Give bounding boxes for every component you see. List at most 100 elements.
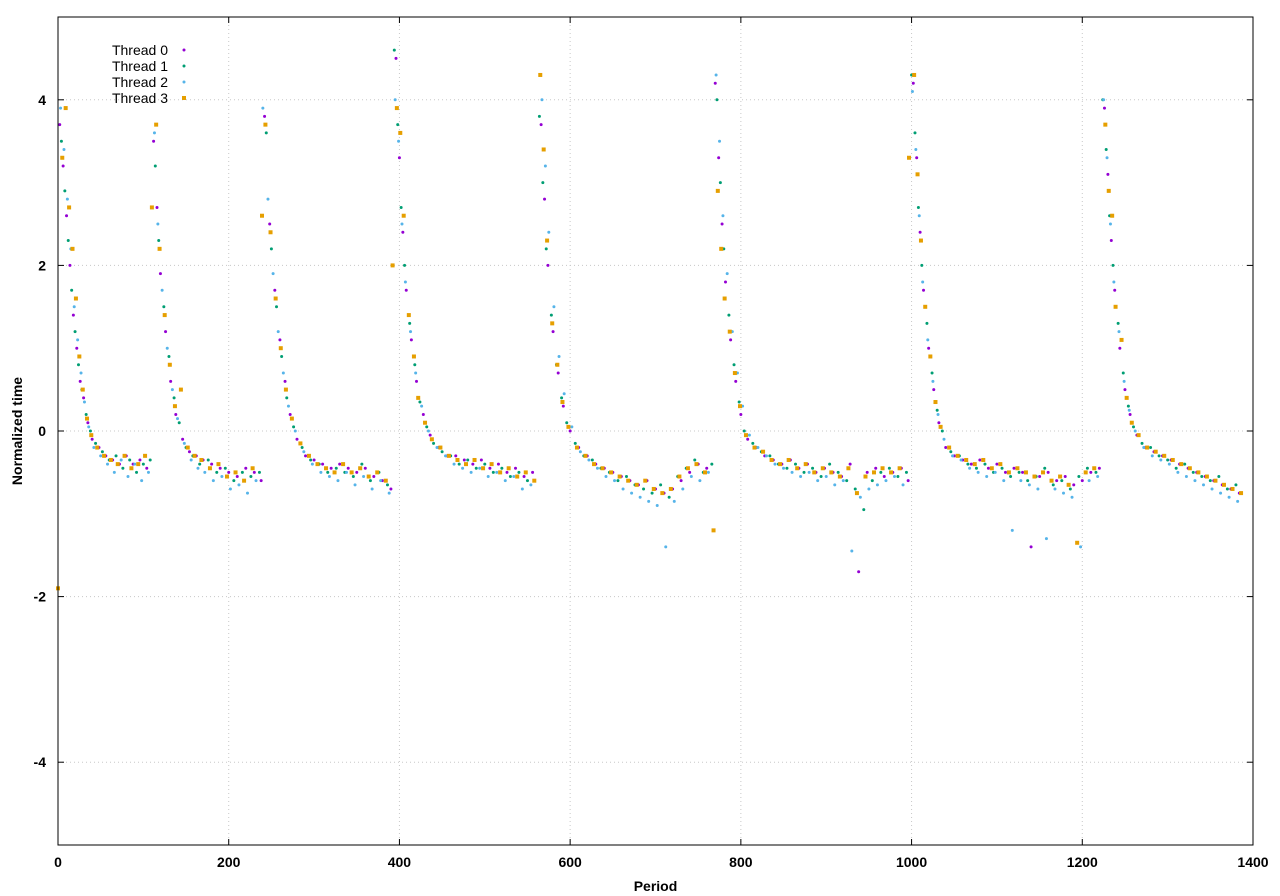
data-point [327,475,331,479]
data-point [415,379,418,383]
data-point [551,330,555,334]
data-point [162,305,166,309]
data-point [820,466,825,471]
data-point [858,495,862,499]
data-point [655,504,659,508]
data-point [77,354,82,359]
data-point [263,114,267,118]
data-point [537,114,541,118]
data-point [455,457,460,462]
data-point [1070,495,1074,499]
data-point [444,454,448,458]
data-point [148,458,152,462]
data-point [176,417,179,421]
data-point [162,313,167,318]
data-point [478,466,482,470]
data-point [1032,474,1037,479]
data-point [862,508,866,512]
data-point [86,421,90,425]
data-point [739,412,743,416]
data-point [1092,466,1097,471]
data-point [264,131,268,135]
data-point [836,470,840,474]
data-point [268,230,273,235]
data-point [1112,280,1116,284]
data-point [931,379,935,383]
data-point [719,246,724,251]
data-point [170,388,174,392]
data-point [539,123,543,127]
data-point [1119,337,1124,342]
data-point [1021,470,1025,474]
data-point [215,470,219,474]
data-point [409,338,413,342]
data-point [406,313,411,318]
data-point [306,453,311,458]
data-point [1104,147,1108,151]
data-point [920,263,924,267]
data-point [80,387,85,392]
y-axis-title: Normalized time [9,377,25,485]
data-point [901,483,905,487]
data-point [1187,466,1192,471]
data-point [1068,487,1072,491]
data-point [185,445,190,450]
legend-label: Thread 0 [112,42,168,58]
data-point [974,466,978,470]
data-point [560,400,565,405]
y-tick-label: 2 [38,257,46,273]
data-point [464,462,469,467]
data-point [259,479,263,483]
data-point [617,474,622,479]
data-point [715,188,720,193]
data-point [235,475,239,479]
data-point [100,450,104,454]
data-point [959,458,963,462]
data-point [471,462,475,466]
data-point [292,425,296,429]
data-point [867,487,871,491]
data-point [972,462,977,467]
data-point [1041,470,1046,475]
data-point [309,458,313,462]
data-point [82,400,86,404]
data-point [751,441,755,445]
data-point [112,470,116,474]
data-point [525,479,529,483]
data-point [729,338,733,342]
data-point [1108,222,1112,226]
data-point [1051,483,1055,487]
data-point [1183,462,1187,466]
data-point [1103,122,1108,127]
data-point [1208,479,1212,483]
data-point [263,122,268,127]
data-point [824,475,828,479]
data-point [1113,288,1117,292]
data-point [879,470,883,474]
data-point [930,371,934,375]
data-point [206,458,210,462]
data-point [136,462,141,467]
data-point [82,396,86,400]
data-point [489,462,494,467]
data-point [1105,156,1109,160]
data-point [310,462,314,466]
data-point [92,446,96,450]
data-point [938,424,943,429]
data-point [710,462,714,466]
data-point [923,304,928,309]
data-point [466,458,470,462]
data-point [174,412,178,416]
data-point [896,475,900,479]
data-point [942,437,946,441]
y-tick-label: 0 [38,423,46,439]
data-point [76,363,80,367]
data-point [189,458,193,462]
data-point [416,395,421,400]
data-point [715,98,719,102]
data-point [1038,475,1042,479]
data-point [624,475,628,479]
data-point [187,450,191,454]
data-point [841,479,845,483]
data-point [743,433,748,438]
